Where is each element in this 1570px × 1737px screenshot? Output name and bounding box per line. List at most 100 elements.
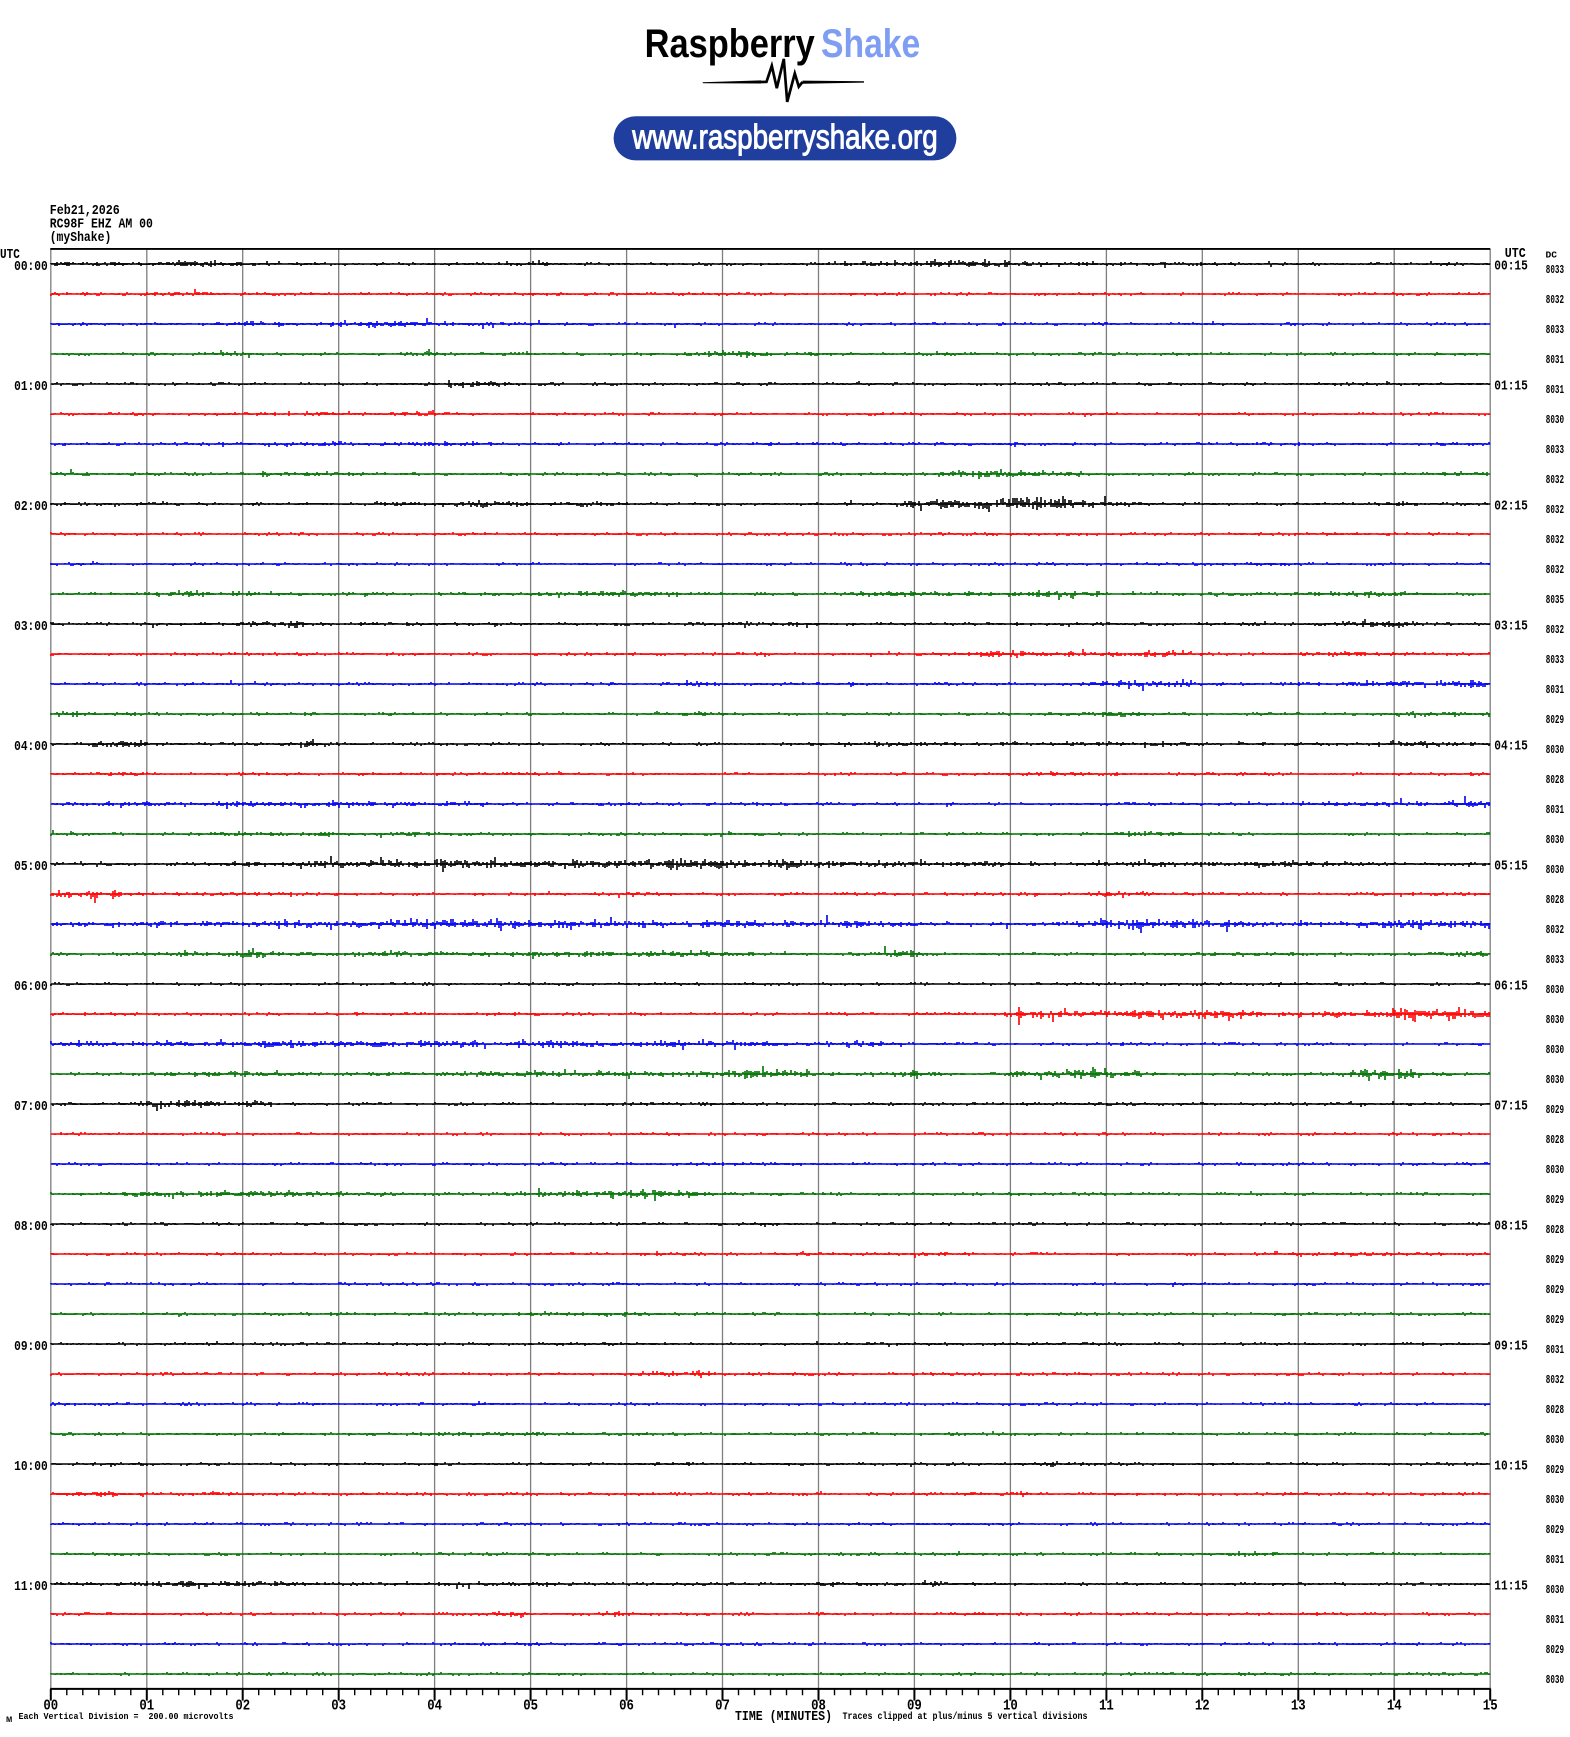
svg-text:8032: 8032	[1546, 293, 1564, 307]
svg-text:8032: 8032	[1546, 623, 1564, 637]
svg-text:UTC: UTC	[1505, 246, 1526, 262]
svg-text:8030: 8030	[1546, 983, 1564, 997]
svg-text:10:00: 10:00	[14, 1459, 48, 1475]
svg-text:8030: 8030	[1546, 1493, 1564, 1507]
svg-text:04:15: 04:15	[1494, 739, 1528, 755]
svg-text:02: 02	[235, 1697, 250, 1715]
svg-text:00: 00	[43, 1697, 58, 1715]
svg-text:8029: 8029	[1546, 1283, 1564, 1297]
svg-text:15: 15	[1483, 1697, 1498, 1715]
svg-text:01:15: 01:15	[1494, 379, 1528, 395]
svg-text:06: 06	[619, 1697, 634, 1715]
svg-text:8031: 8031	[1546, 683, 1564, 697]
svg-text:8030: 8030	[1546, 1673, 1564, 1687]
svg-text:10:15: 10:15	[1494, 1459, 1528, 1475]
svg-text:13: 13	[1291, 1697, 1306, 1715]
svg-text:00:00: 00:00	[14, 259, 48, 275]
svg-text:8030: 8030	[1546, 863, 1564, 877]
svg-text:11: 11	[1099, 1697, 1114, 1715]
svg-text:8032: 8032	[1546, 503, 1564, 517]
svg-text:8033: 8033	[1546, 443, 1564, 457]
svg-text:8032: 8032	[1546, 473, 1564, 487]
svg-text:8031: 8031	[1546, 353, 1564, 367]
svg-text:09:15: 09:15	[1494, 1339, 1528, 1355]
svg-text:8031: 8031	[1546, 383, 1564, 397]
svg-text:03:15: 03:15	[1494, 619, 1528, 635]
svg-text:8028: 8028	[1546, 1403, 1564, 1417]
svg-text:8029: 8029	[1546, 713, 1564, 727]
svg-text:05:15: 05:15	[1494, 859, 1528, 875]
svg-text:8030: 8030	[1546, 1433, 1564, 1447]
svg-text:DC: DC	[1546, 250, 1558, 261]
svg-text:04:00: 04:00	[14, 739, 48, 755]
svg-text:07:00: 07:00	[14, 1099, 48, 1115]
svg-text:8030: 8030	[1546, 1043, 1564, 1057]
svg-text:8030: 8030	[1546, 1073, 1564, 1087]
svg-text:09: 09	[907, 1697, 922, 1715]
svg-text:07: 07	[715, 1697, 730, 1715]
svg-text:8033: 8033	[1546, 953, 1564, 967]
svg-text:8029: 8029	[1546, 1523, 1564, 1537]
svg-text:8029: 8029	[1546, 1103, 1564, 1117]
svg-text:8032: 8032	[1546, 1373, 1564, 1387]
svg-text:8030: 8030	[1546, 1583, 1564, 1597]
svg-text:TIME (MINUTES): TIME (MINUTES)	[735, 1709, 832, 1725]
svg-text:8028: 8028	[1546, 1133, 1564, 1147]
svg-text:(myShake): (myShake)	[50, 230, 112, 246]
svg-text:8028: 8028	[1546, 1223, 1564, 1237]
svg-text:06:00: 06:00	[14, 979, 48, 995]
svg-text:05: 05	[523, 1697, 538, 1715]
svg-text:www.raspberryshake.org: www.raspberryshake.org	[631, 119, 937, 157]
svg-text:08:15: 08:15	[1494, 1219, 1528, 1235]
svg-text:8030: 8030	[1546, 833, 1564, 847]
svg-text:м: м	[6, 1714, 12, 1726]
svg-text:8029: 8029	[1546, 1463, 1564, 1477]
svg-text:08: 08	[811, 1697, 826, 1715]
svg-text:8030: 8030	[1546, 1163, 1564, 1177]
svg-text:8030: 8030	[1546, 413, 1564, 427]
svg-text:12: 12	[1195, 1697, 1210, 1715]
svg-text:8035: 8035	[1546, 593, 1564, 607]
svg-text:8032: 8032	[1546, 923, 1564, 937]
svg-text:08:00: 08:00	[14, 1219, 48, 1235]
svg-text:UTC: UTC	[0, 247, 20, 263]
svg-text:8033: 8033	[1546, 323, 1564, 337]
svg-text:07:15: 07:15	[1494, 1099, 1528, 1115]
svg-text:8033: 8033	[1546, 653, 1564, 667]
svg-text:01: 01	[139, 1697, 154, 1715]
svg-text:04: 04	[427, 1697, 442, 1715]
svg-text:Raspberry: Raspberry	[645, 22, 816, 66]
svg-text:02:00: 02:00	[14, 499, 48, 515]
svg-text:8031: 8031	[1546, 1343, 1564, 1357]
svg-text:05:00: 05:00	[14, 859, 48, 875]
svg-text:8028: 8028	[1546, 773, 1564, 787]
svg-text:8029: 8029	[1546, 1253, 1564, 1267]
svg-text:8032: 8032	[1546, 533, 1564, 547]
svg-text:09:00: 09:00	[14, 1339, 48, 1355]
svg-text:8031: 8031	[1546, 1553, 1564, 1567]
svg-text:8031: 8031	[1546, 803, 1564, 817]
svg-text:8032: 8032	[1546, 563, 1564, 577]
svg-text:14: 14	[1387, 1697, 1402, 1715]
svg-text:8033: 8033	[1546, 263, 1564, 277]
svg-text:00:15: 00:15	[1494, 259, 1528, 275]
svg-text:8028: 8028	[1546, 893, 1564, 907]
svg-text:Traces clipped at plus/minus 5: Traces clipped at plus/minus 5 vertical …	[843, 1711, 1088, 1722]
svg-text:Feb21,2026: Feb21,2026	[50, 203, 120, 219]
svg-text:02:15: 02:15	[1494, 499, 1528, 515]
svg-text:8030: 8030	[1546, 1013, 1564, 1027]
svg-text:8031: 8031	[1546, 1613, 1564, 1627]
svg-text:Each Vertical Division = 200.: Each Vertical Division = 200.00 microvol…	[19, 1711, 234, 1722]
svg-text:01:00: 01:00	[14, 379, 48, 395]
svg-text:RC98F EHZ AM 00: RC98F EHZ AM 00	[50, 217, 153, 233]
svg-text:8029: 8029	[1546, 1193, 1564, 1207]
svg-text:10: 10	[1003, 1697, 1018, 1715]
svg-text:11:15: 11:15	[1494, 1579, 1528, 1595]
svg-text:8029: 8029	[1546, 1313, 1564, 1327]
svg-text:Shake: Shake	[821, 22, 920, 66]
svg-text:06:15: 06:15	[1494, 979, 1528, 995]
svg-text:8029: 8029	[1546, 1643, 1564, 1657]
svg-text:8030: 8030	[1546, 743, 1564, 757]
svg-text:03:00: 03:00	[14, 619, 48, 635]
svg-text:03: 03	[331, 1697, 346, 1715]
